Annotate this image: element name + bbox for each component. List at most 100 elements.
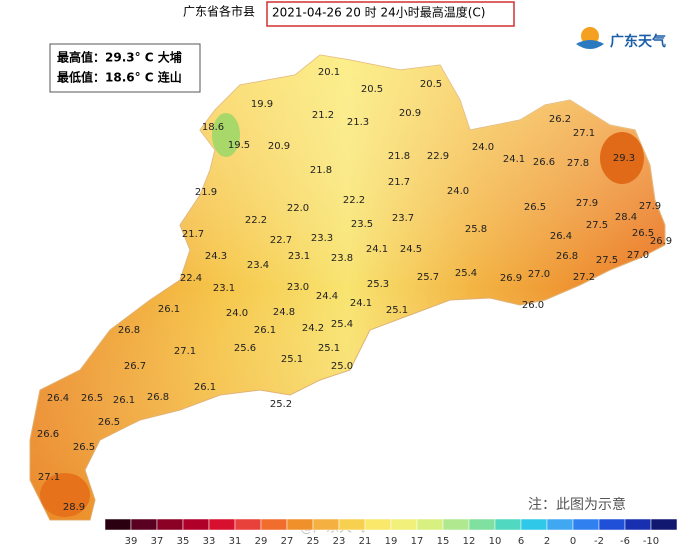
legend-label: 23 (333, 536, 346, 547)
station-value: 23.0 (287, 282, 309, 293)
station-value: 27.5 (586, 220, 608, 231)
station-value: 23.7 (392, 213, 414, 224)
station-value: 26.8 (118, 325, 140, 336)
extremes-box (49, 43, 201, 93)
station-value: 26.4 (47, 393, 69, 404)
station-value: 20.5 (361, 84, 383, 95)
station-value: 26.4 (550, 231, 572, 242)
legend-swatch (390, 518, 418, 531)
legend-swatch (104, 518, 132, 531)
station-value: 26.9 (500, 273, 522, 284)
legend-swatch (286, 518, 314, 531)
station-value: 18.6 (202, 122, 224, 133)
station-value: 24.0 (472, 142, 494, 153)
station-value: 26.5 (98, 417, 120, 428)
legend-swatch (130, 518, 158, 531)
legend-label: 0 (570, 536, 576, 547)
legend-swatch (156, 518, 184, 531)
station-value: 26.8 (556, 251, 578, 262)
station-value: 24.1 (350, 298, 372, 309)
legend-swatch (182, 518, 210, 531)
legend-label: 33 (203, 536, 216, 547)
station-value: 26.7 (124, 361, 146, 372)
station-value: 21.7 (388, 177, 410, 188)
legend-label: 35 (177, 536, 190, 547)
station-value: 21.8 (388, 151, 410, 162)
legend-swatch (650, 518, 678, 531)
station-value: 22.0 (287, 203, 309, 214)
station-value: 24.3 (205, 251, 227, 262)
station-value: 27.5 (596, 255, 618, 266)
note: 注：此图为示意 (528, 496, 626, 513)
title: 广东省各市县 (183, 4, 255, 19)
province-shade (30, 55, 665, 520)
legend-swatch (234, 518, 262, 531)
legend-label: 31 (229, 536, 242, 547)
station-value: 22.2 (343, 195, 365, 206)
station-value: 19.5 (228, 140, 250, 151)
legend-swatch (364, 518, 392, 531)
legend-swatch (520, 518, 548, 531)
station-value: 27.0 (627, 250, 649, 261)
station-value: 23.8 (331, 253, 353, 264)
station-value: 20.9 (268, 141, 290, 152)
station-value: 25.2 (270, 399, 292, 410)
station-value: 27.2 (573, 272, 595, 283)
station-value: 27.9 (639, 201, 661, 212)
station-value: 20.5 (420, 79, 442, 90)
station-value: 24.1 (503, 154, 525, 165)
legend-swatch (338, 518, 366, 531)
legend-label: 19 (385, 536, 398, 547)
station-value: 23.3 (311, 233, 333, 244)
station-value: 27.9 (576, 198, 598, 209)
legend: 39 37 35 33 31 29 27 25 23 21 19 17 15 12 10 6 2 0 -2 -6 -10 (104, 518, 678, 547)
station-value: 21.3 (347, 117, 369, 128)
station-value: 24.0 (226, 308, 248, 319)
station-value: 26.5 (81, 393, 103, 404)
station-value: 23.1 (213, 283, 235, 294)
station-value: 21.9 (195, 187, 217, 198)
max-value: 最高值：29.3° C 大埔 (57, 50, 182, 65)
date-title: 2021-04-26 20 时 24小时最高温度(C) (272, 5, 485, 20)
station-value: 24.0 (447, 186, 469, 197)
station-value: 26.1 (254, 325, 276, 336)
min-value: 最低值：18.6° C 连山 (57, 70, 182, 85)
station-value: 23.5 (351, 219, 373, 230)
station-value: 27.0 (528, 269, 550, 280)
station-value: 27.1 (573, 128, 595, 139)
station-value: 26.2 (549, 114, 571, 125)
station-value: 25.1 (318, 343, 340, 354)
station-value: 26.5 (73, 442, 95, 453)
legend-label: 10 (489, 536, 502, 547)
station-value: 25.4 (455, 268, 477, 279)
station-value: 22.2 (245, 215, 267, 226)
station-value: 24.4 (316, 291, 338, 302)
legend-label: 39 (125, 536, 138, 547)
station-value: 29.3 (613, 153, 635, 164)
station-value: 28.4 (615, 212, 637, 223)
station-value: 28.9 (63, 502, 85, 513)
station-value: 26.5 (524, 202, 546, 213)
station-value: 26.9 (650, 236, 672, 247)
logo-text: 广东天气 (610, 33, 666, 50)
legend-label: -10 (643, 536, 659, 547)
legend-swatch (546, 518, 574, 531)
legend-label: 17 (411, 536, 424, 547)
station-value: 24.2 (302, 323, 324, 334)
legend-swatch (312, 518, 340, 531)
station-value: 25.1 (386, 305, 408, 316)
legend-swatch (416, 518, 444, 531)
station-value: 25.4 (331, 319, 353, 330)
station-value: 25.8 (465, 224, 487, 235)
station-value: 21.2 (312, 110, 334, 121)
legend-label: -2 (594, 536, 604, 547)
hot-patch (40, 473, 90, 517)
station-value: 26.8 (147, 392, 169, 403)
legend-swatch (598, 518, 626, 531)
legend-swatch (208, 518, 236, 531)
station-value: 25.0 (331, 361, 353, 372)
station-value: 22.9 (427, 151, 449, 162)
legend-swatch (494, 518, 522, 531)
station-value: 22.4 (180, 273, 202, 284)
legend-label: 15 (437, 536, 450, 547)
